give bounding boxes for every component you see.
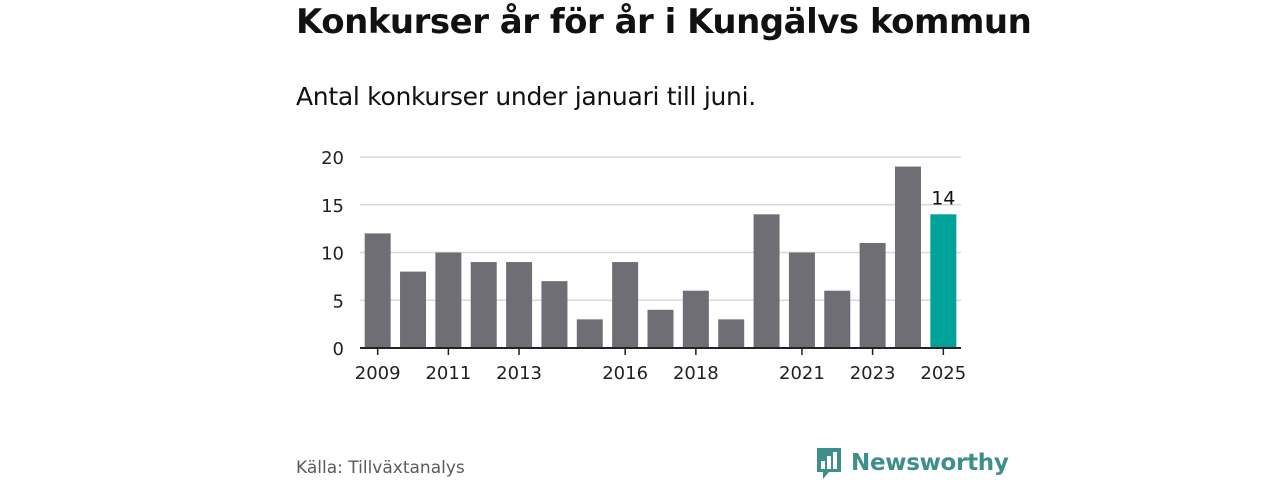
bar <box>506 262 533 348</box>
x-tick-label: 2011 <box>425 363 471 384</box>
bar <box>364 233 391 348</box>
brand-logo: Newsworthy <box>815 446 1009 480</box>
bar <box>612 262 639 348</box>
x-tick-label: 2021 <box>779 363 825 384</box>
x-tick-label: 2023 <box>850 363 896 384</box>
bar <box>753 214 780 348</box>
bar <box>894 166 921 348</box>
bar <box>859 242 886 348</box>
x-tick-label: 2009 <box>355 363 401 384</box>
bar <box>647 309 674 348</box>
bar <box>576 319 603 348</box>
bar <box>400 271 427 348</box>
bar <box>435 252 462 348</box>
source-note: Källa: Tillväxtanalys <box>296 458 465 478</box>
x-tick-label: 2018 <box>673 363 719 384</box>
y-tick-label: 15 <box>321 196 344 217</box>
bar <box>824 290 851 348</box>
x-tick-label: 2013 <box>496 363 542 384</box>
y-tick-label: 20 <box>321 148 344 169</box>
bar <box>930 214 957 348</box>
chart-subtitle: Antal konkurser under januari till juni. <box>296 82 756 111</box>
x-tick-label: 2016 <box>602 363 648 384</box>
y-tick-label: 5 <box>333 291 344 312</box>
bar <box>470 262 497 348</box>
chart-title: Konkurser år för år i Kungälvs kommun <box>296 2 1032 42</box>
brand-name: Newsworthy <box>851 450 1009 476</box>
bar <box>541 281 568 348</box>
y-tick-label: 10 <box>321 244 344 265</box>
bar <box>788 252 815 348</box>
y-tick-label: 0 <box>333 339 344 360</box>
x-tick-label: 2025 <box>920 363 966 384</box>
data-label: 14 <box>931 187 955 209</box>
bar-chart: 0 5 10 15 20 2009 2011 2013 2016 2018 2021 2023 2025… <box>321 148 966 384</box>
bar <box>682 290 709 348</box>
newsworthy-logo-icon <box>817 448 841 479</box>
bar <box>718 319 745 348</box>
